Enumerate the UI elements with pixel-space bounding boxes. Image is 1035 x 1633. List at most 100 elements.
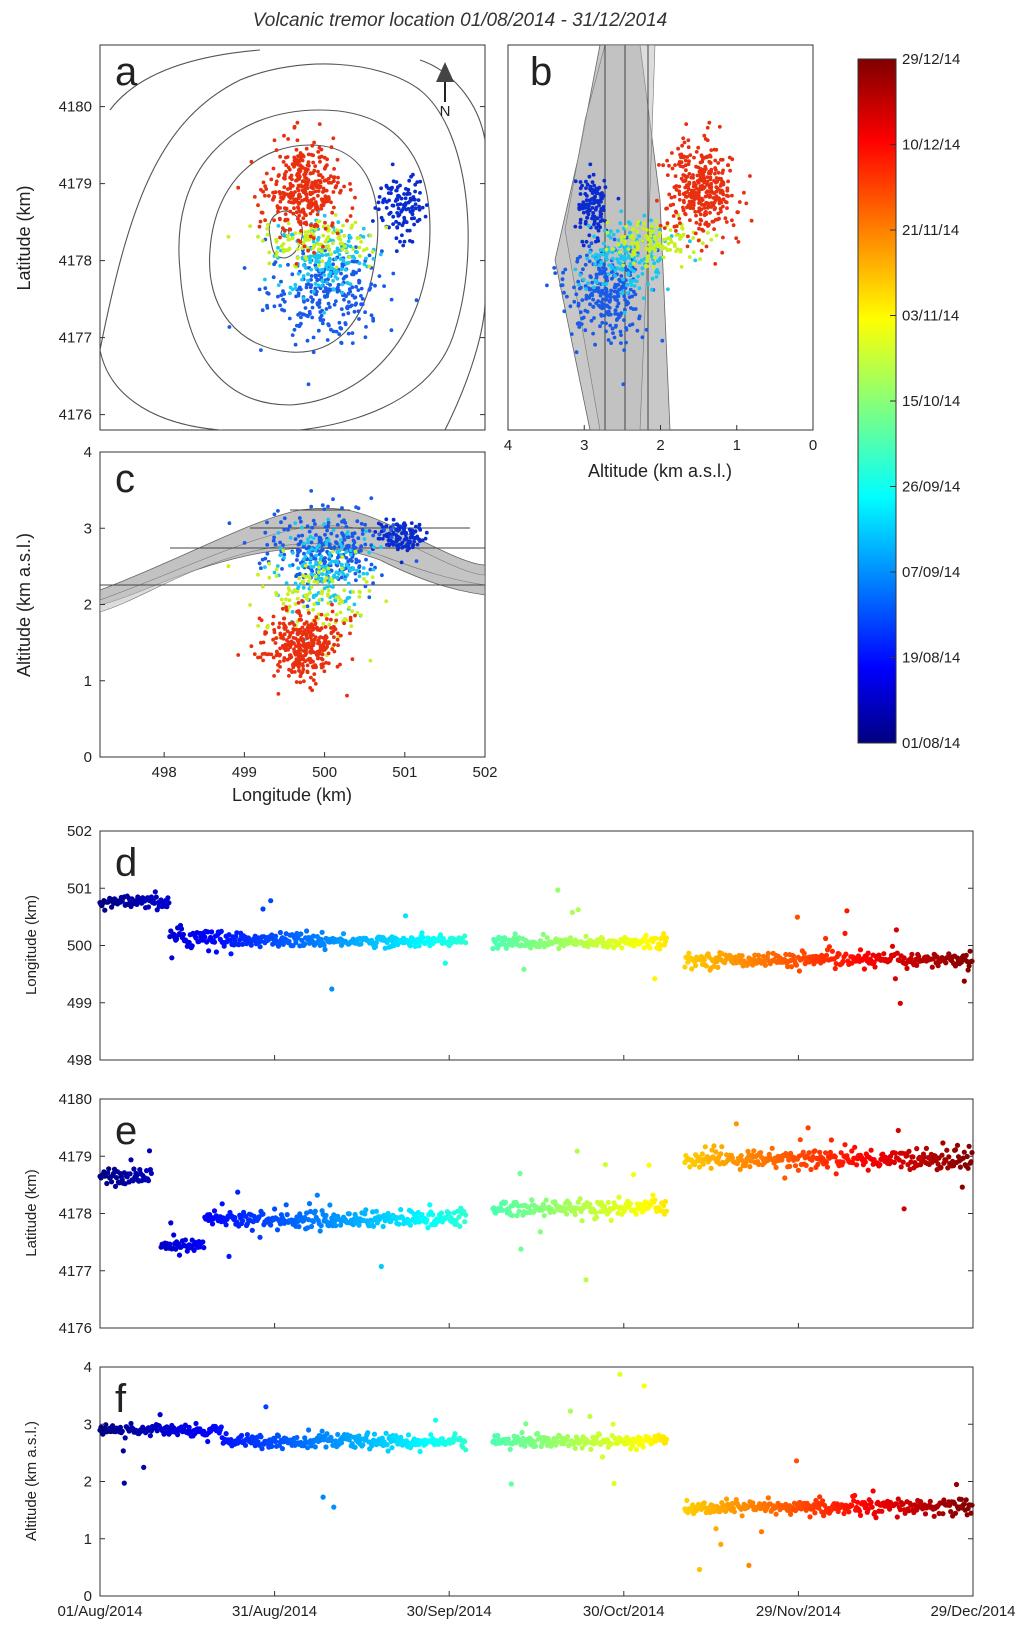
tremor-point bbox=[623, 307, 627, 312]
colorbar-label: 26/09/14 bbox=[902, 479, 960, 496]
timeseries-point bbox=[823, 1159, 830, 1165]
tremor-point bbox=[236, 185, 241, 190]
tremor-point bbox=[321, 318, 326, 322]
tremor-point bbox=[334, 329, 339, 334]
tremor-point bbox=[317, 155, 322, 160]
tremor-point bbox=[405, 192, 410, 197]
tremor-point bbox=[263, 277, 267, 282]
tremor-point bbox=[362, 262, 367, 267]
tremor-point bbox=[339, 271, 343, 276]
tremor-point bbox=[687, 199, 692, 204]
tremor-point bbox=[591, 254, 595, 259]
tremor-point bbox=[313, 179, 318, 184]
tremor-point bbox=[350, 531, 355, 536]
timeseries-point bbox=[564, 1211, 570, 1217]
tremor-point bbox=[683, 190, 688, 195]
tremor-point bbox=[308, 535, 313, 539]
tremor-point bbox=[274, 148, 279, 153]
timeseries-point bbox=[106, 1166, 112, 1172]
tremor-point bbox=[628, 261, 633, 266]
tremor-point bbox=[396, 214, 401, 218]
tremor-point bbox=[329, 200, 333, 205]
tremor-point bbox=[314, 562, 318, 566]
panel-c-frame bbox=[99, 451, 486, 758]
tremor-point bbox=[387, 225, 391, 230]
tremor-point bbox=[242, 541, 247, 545]
timeseries-point bbox=[293, 939, 299, 946]
tremor-point bbox=[315, 580, 320, 585]
tremor-point bbox=[329, 252, 333, 257]
tremor-point bbox=[271, 655, 276, 660]
tremor-point bbox=[608, 323, 613, 328]
tremor-point bbox=[274, 182, 279, 187]
tremor-point bbox=[312, 618, 317, 623]
tremor-point bbox=[340, 519, 344, 524]
tremor-point bbox=[322, 586, 327, 591]
tremor-point bbox=[292, 647, 296, 652]
tremor-point bbox=[668, 228, 673, 233]
tremor-point bbox=[624, 224, 629, 229]
tremor-point bbox=[633, 248, 637, 253]
tremor-point bbox=[296, 158, 301, 163]
timeseries-point bbox=[209, 1221, 216, 1227]
timeseries-point bbox=[362, 1211, 368, 1217]
tremor-point bbox=[330, 602, 334, 607]
tremor-point bbox=[621, 263, 626, 268]
panel-b-label: b bbox=[530, 50, 552, 94]
timeseries-point bbox=[844, 908, 850, 914]
tremor-point bbox=[308, 686, 313, 690]
tremor-point bbox=[697, 206, 702, 211]
tremor-point bbox=[313, 286, 318, 291]
tremor-point bbox=[360, 528, 365, 533]
tremor-point bbox=[285, 657, 290, 662]
tremor-point bbox=[345, 693, 349, 698]
tremor-point bbox=[632, 241, 637, 246]
tremor-point bbox=[553, 271, 558, 275]
timeseries-point bbox=[897, 1000, 903, 1006]
tremor-point bbox=[272, 304, 277, 309]
tremor-point bbox=[335, 157, 340, 162]
tremor-point bbox=[703, 137, 708, 141]
tremor-point bbox=[701, 167, 706, 172]
tremor-point bbox=[569, 332, 574, 336]
tremor-point bbox=[278, 264, 283, 268]
tremor-point bbox=[292, 200, 296, 205]
tremor-point bbox=[315, 207, 319, 212]
timeseries-point bbox=[762, 962, 769, 968]
tremor-point bbox=[272, 218, 276, 223]
tremor-point bbox=[343, 577, 347, 581]
tremor-point bbox=[601, 266, 605, 270]
tremor-point bbox=[335, 534, 339, 538]
timeseries-point bbox=[537, 1229, 544, 1235]
timeseries-point bbox=[514, 1213, 520, 1219]
panel-a-label: a bbox=[115, 50, 138, 94]
tremor-point bbox=[353, 571, 358, 576]
timeseries-point bbox=[240, 1218, 246, 1224]
tremor-point bbox=[600, 320, 605, 325]
tremor-point bbox=[330, 609, 335, 614]
tremor-point bbox=[353, 546, 358, 550]
tremor-point bbox=[646, 282, 650, 287]
timeseries-point bbox=[165, 895, 171, 901]
tremor-point bbox=[645, 259, 649, 264]
tremor-point bbox=[325, 157, 329, 162]
timeseries-point bbox=[898, 1164, 904, 1170]
tremor-point bbox=[352, 309, 357, 314]
tremor-point bbox=[364, 557, 368, 562]
tremor-point bbox=[332, 642, 336, 647]
tremor-point bbox=[321, 233, 326, 238]
timeseries-point bbox=[964, 958, 970, 965]
timeseries-point bbox=[298, 931, 304, 937]
timeseries-point bbox=[516, 935, 522, 941]
timeseries-point bbox=[235, 1189, 241, 1195]
tremor-point bbox=[338, 538, 343, 542]
tremor-point bbox=[697, 226, 701, 231]
timeseries-point bbox=[174, 936, 180, 942]
timeseries-point bbox=[577, 1196, 583, 1202]
tremor-point bbox=[326, 176, 331, 181]
timeseries-point bbox=[739, 953, 745, 959]
tremor-point bbox=[331, 278, 335, 283]
tremor-point bbox=[342, 184, 346, 189]
tremor-point bbox=[611, 331, 615, 335]
